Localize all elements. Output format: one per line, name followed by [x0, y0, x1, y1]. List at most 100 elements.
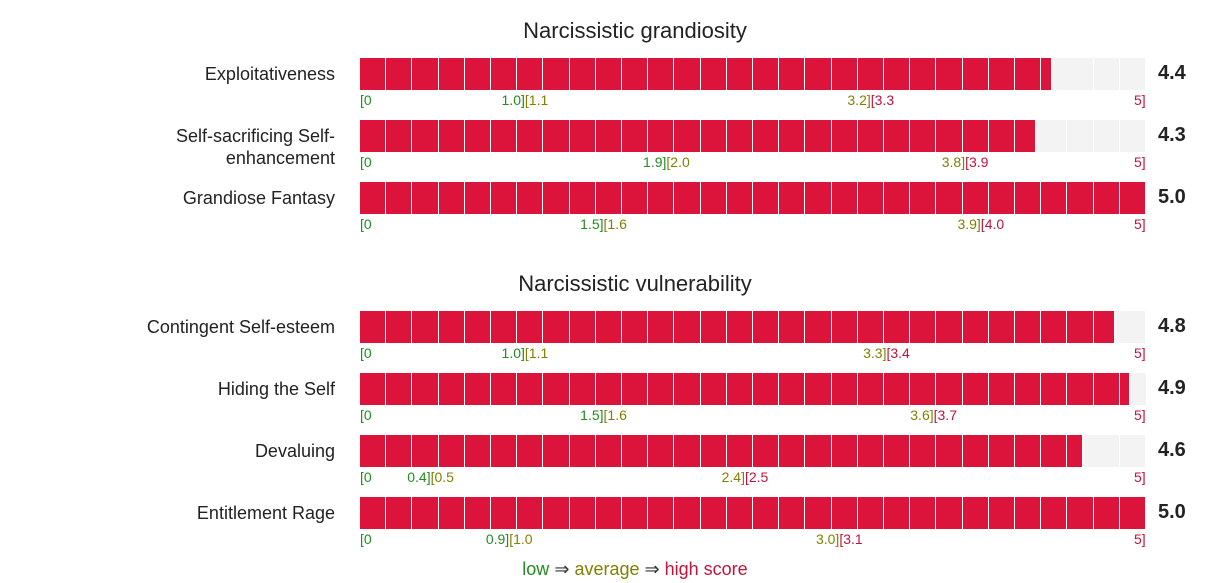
bar-segment-filled [517, 497, 544, 529]
tick-value: 2.0 [670, 154, 690, 170]
bar-segment-filled [360, 120, 387, 152]
bar-segment-filled [464, 182, 491, 214]
scale-row: Self-sacrificing Self-enhancement 4.3 [0 1.… [0, 120, 1220, 182]
bar-track [360, 120, 1146, 152]
bar-segment-filled [831, 435, 858, 467]
bar-segment-filled [360, 182, 387, 214]
tick-value: 1.6 [607, 407, 627, 423]
bar-segment-filled [491, 373, 518, 405]
tick-value: 3.3 [874, 92, 895, 108]
bar-segment-filled [412, 435, 439, 467]
scale-row: Hiding the Self 4.9 [0 1.5][1.6 3.6][3.7 5] [0, 373, 1220, 435]
bar-segment-empty [1120, 58, 1146, 90]
bar-segment-filled [1041, 182, 1068, 214]
tick-high-end: 5] [1134, 469, 1146, 485]
bar-segment-filled [962, 373, 989, 405]
bar-segment-filled [753, 435, 780, 467]
score-value: 4.3 [1158, 124, 1186, 146]
bar-segment-filled [543, 497, 570, 529]
tick-low-avg: 1.5][1.6 [580, 407, 627, 423]
bar-segment-filled [962, 182, 989, 214]
bar-segment-filled [700, 120, 727, 152]
bar-segment-filled [726, 497, 753, 529]
bar-segment-filled [595, 497, 622, 529]
bar-segment-filled [595, 58, 622, 90]
scale-label: Hiding the Self [217, 379, 335, 399]
bar-segment-filled [622, 435, 649, 467]
bar-segment-filled [464, 497, 491, 529]
bar-segment-filled [438, 311, 465, 343]
bar-segment-filled [962, 435, 989, 467]
bar-segment-filled [831, 120, 858, 152]
bar-segment-filled [831, 373, 858, 405]
bar-segment-empty [1120, 311, 1146, 343]
tick-value: 3.7 [937, 407, 957, 423]
bar-segment-filled [1067, 311, 1094, 343]
bar-segment-filled [674, 182, 701, 214]
score-value: 5.0 [1158, 501, 1186, 523]
scale-label: Self-sacrificing Self-enhancement [175, 126, 335, 168]
bar-segment-filled [438, 182, 465, 214]
bar-segment-filled [805, 58, 832, 90]
bar-segment-filled [988, 497, 1015, 529]
bar-segment-filled [1119, 497, 1146, 529]
bar-segment-filled [543, 435, 570, 467]
legend-arrow-2: ⇒ [644, 559, 660, 579]
bar-segment-filled [569, 435, 596, 467]
bar-segment-filled [857, 435, 884, 467]
tick-value: 5 [1134, 531, 1142, 547]
bar-segment-filled [386, 120, 413, 152]
bar-segment-empty [1120, 120, 1146, 152]
scale-row: Grandiose Fantasy 5.0 [0 1.5][1.6 3.9][4.0 5] [0, 182, 1220, 244]
bar-segment-filled [491, 435, 518, 467]
tick-value: 3.0 [815, 531, 836, 547]
bar-segment-filled [805, 435, 832, 467]
bar-segment-filled [386, 435, 413, 467]
bar-segment-filled [805, 497, 832, 529]
tick-high-end: 5] [1134, 92, 1146, 108]
section-title: Narcissistic grandiosity [523, 18, 747, 43]
bar-segment-filled [386, 182, 413, 214]
bar-segment-filled [595, 373, 622, 405]
bar-segment-filled [910, 120, 937, 152]
bar-segment-filled [1119, 182, 1146, 214]
bar-segment-filled [1015, 497, 1042, 529]
bar-segment-filled [700, 58, 727, 90]
tick-value: 3.8 [941, 154, 962, 170]
bar-segment-filled [386, 373, 413, 405]
tick-value: 3.4 [890, 345, 910, 361]
bar-segment-filled [1093, 182, 1120, 214]
bar-segment-filled [1067, 497, 1094, 529]
bar-segment-filled [412, 497, 439, 529]
bar-segment-filled [805, 120, 832, 152]
bar-segment-filled [988, 373, 1015, 405]
bar-segment-filled [962, 58, 989, 90]
bar-segment-filled [831, 182, 858, 214]
bar-segment-filled [622, 58, 649, 90]
tick-value: 0 [363, 345, 372, 361]
bar-segment-filled [569, 58, 596, 90]
tick-value: 1.6 [607, 216, 627, 232]
tick-value: 3.9 [968, 154, 989, 170]
legend-low: low [522, 559, 550, 579]
bar-segment-filled [726, 182, 753, 214]
tick-value: 5 [1134, 345, 1142, 361]
bar-segment-filled [464, 435, 491, 467]
bar-segment-filled [464, 311, 491, 343]
bar-segment-filled [674, 58, 701, 90]
bar-segment-filled [360, 58, 387, 90]
bar-segment-filled [569, 373, 596, 405]
bar-segment-filled [491, 120, 518, 152]
bar-segment-filled [726, 373, 753, 405]
bar-segment-filled [622, 182, 649, 214]
bar-segment-filled [648, 182, 675, 214]
bar-segment-filled [857, 182, 884, 214]
tick-avg-high: 2.4][2.5 [721, 469, 769, 485]
bar-segment-filled [360, 373, 387, 405]
scale-label: Entitlement Rage [196, 503, 335, 523]
bar-track [360, 311, 1146, 343]
score-value: 4.8 [1158, 315, 1186, 337]
bar-segment-filled [543, 311, 570, 343]
tick-value: 1.0 [501, 345, 522, 361]
bar-segment-filled [884, 373, 911, 405]
